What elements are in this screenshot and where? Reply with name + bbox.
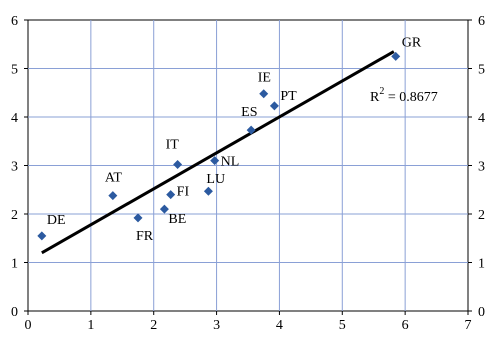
point-fi bbox=[166, 190, 176, 200]
x-tick-label: 4 bbox=[276, 318, 283, 333]
point-gr bbox=[391, 51, 401, 61]
point-label-fr: FR bbox=[136, 229, 154, 244]
r-squared-annotation: R2 = 0.8677 bbox=[370, 86, 438, 105]
r2-value: = 0.8677 bbox=[384, 90, 437, 105]
trendline-group bbox=[41, 50, 395, 255]
point-label-de: DE bbox=[47, 213, 66, 228]
y-tick-label-right: 0 bbox=[478, 305, 485, 320]
x-tick-label: 6 bbox=[402, 318, 409, 333]
point-lu bbox=[203, 186, 213, 196]
point-de bbox=[37, 231, 47, 241]
point-label-nl: NL bbox=[221, 155, 240, 170]
point-ie bbox=[259, 89, 269, 99]
y-tick-label-right: 5 bbox=[478, 63, 485, 78]
point-label-lu: LU bbox=[206, 172, 225, 187]
x-tick-label: 0 bbox=[25, 318, 32, 333]
point-label-be: BE bbox=[168, 212, 186, 227]
y-tick-label-left: 1 bbox=[11, 257, 18, 272]
point-label-it: IT bbox=[166, 138, 180, 153]
x-tick-label: 3 bbox=[213, 318, 220, 333]
point-labels: DE AT FR BE FI IT LU NL ES IE PT GR bbox=[47, 35, 422, 244]
point-label-es: ES bbox=[241, 105, 257, 120]
axis-ticks: 0 1 2 3 4 5 6 70 01 12 23 34 45 56 6 bbox=[11, 14, 485, 333]
point-label-fi: FI bbox=[177, 185, 190, 200]
trendline bbox=[41, 50, 395, 255]
y-tick-label-left: 4 bbox=[11, 111, 18, 126]
r2-superscript: 2 bbox=[379, 86, 384, 97]
x-tick-label: 2 bbox=[150, 318, 157, 333]
point-at bbox=[108, 191, 118, 201]
point-be bbox=[159, 204, 169, 214]
point-label-pt: PT bbox=[280, 89, 297, 104]
y-tick-label-left: 5 bbox=[11, 63, 18, 78]
gridlines bbox=[28, 20, 468, 311]
point-es bbox=[246, 125, 256, 135]
y-tick-label-right: 1 bbox=[478, 257, 485, 272]
y-tick-label-right: 2 bbox=[478, 208, 485, 223]
y-tick-label-right: 6 bbox=[478, 14, 485, 29]
y-tick-label-right: 3 bbox=[478, 160, 485, 175]
point-label-ie: IE bbox=[258, 71, 271, 86]
point-fr bbox=[133, 213, 143, 223]
point-label-at: AT bbox=[105, 171, 123, 186]
point-it bbox=[173, 160, 183, 170]
x-tick-label: 1 bbox=[87, 318, 94, 333]
point-nl bbox=[210, 156, 220, 166]
y-tick-label-left: 6 bbox=[11, 14, 18, 29]
y-tick-label-left: 2 bbox=[11, 208, 18, 223]
point-pt bbox=[269, 101, 279, 111]
point-label-gr: GR bbox=[402, 35, 422, 50]
x-tick-label: 7 bbox=[465, 318, 472, 333]
data-points bbox=[37, 51, 401, 241]
x-tick-label: 5 bbox=[339, 318, 346, 333]
y-tick-label-left: 0 bbox=[11, 305, 18, 320]
y-tick-label-left: 3 bbox=[11, 160, 18, 175]
y-tick-label-right: 4 bbox=[478, 111, 485, 126]
r2-symbol: R bbox=[370, 90, 380, 105]
